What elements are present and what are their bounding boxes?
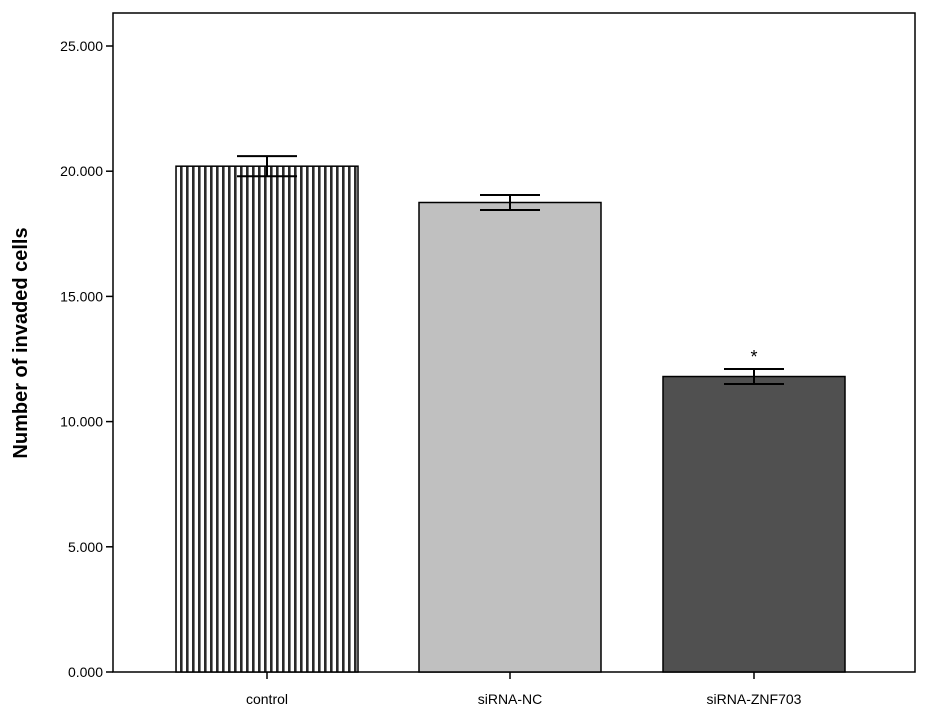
y-tick-label: 20.000: [60, 163, 103, 179]
significance-marker: *: [750, 347, 757, 367]
x-tick-label: control: [246, 691, 288, 707]
bar-series: *: [175, 155, 846, 673]
y-tick-label: 25.000: [60, 38, 103, 54]
bar: [175, 165, 359, 673]
y-tick-label: 10.000: [60, 414, 103, 430]
x-tick-label: siRNA-NC: [478, 691, 543, 707]
y-tick-label: 5.000: [68, 539, 103, 555]
y-tick-label: 15.000: [60, 288, 103, 304]
x-tick-label: siRNA-ZNF703: [707, 691, 802, 707]
y-axis: 0.000 5.000 10.000 15.000 20.000 25.000: [60, 38, 113, 680]
bar: [418, 201, 602, 673]
bar: [662, 375, 846, 673]
error-bar: [724, 368, 784, 386]
x-axis: control siRNA-NC siRNA-ZNF703: [246, 672, 802, 707]
error-bar: [480, 193, 540, 212]
error-bar: [237, 155, 297, 178]
y-axis-label: Number of invaded cells: [10, 227, 32, 458]
y-tick-label: 0.000: [68, 664, 103, 680]
